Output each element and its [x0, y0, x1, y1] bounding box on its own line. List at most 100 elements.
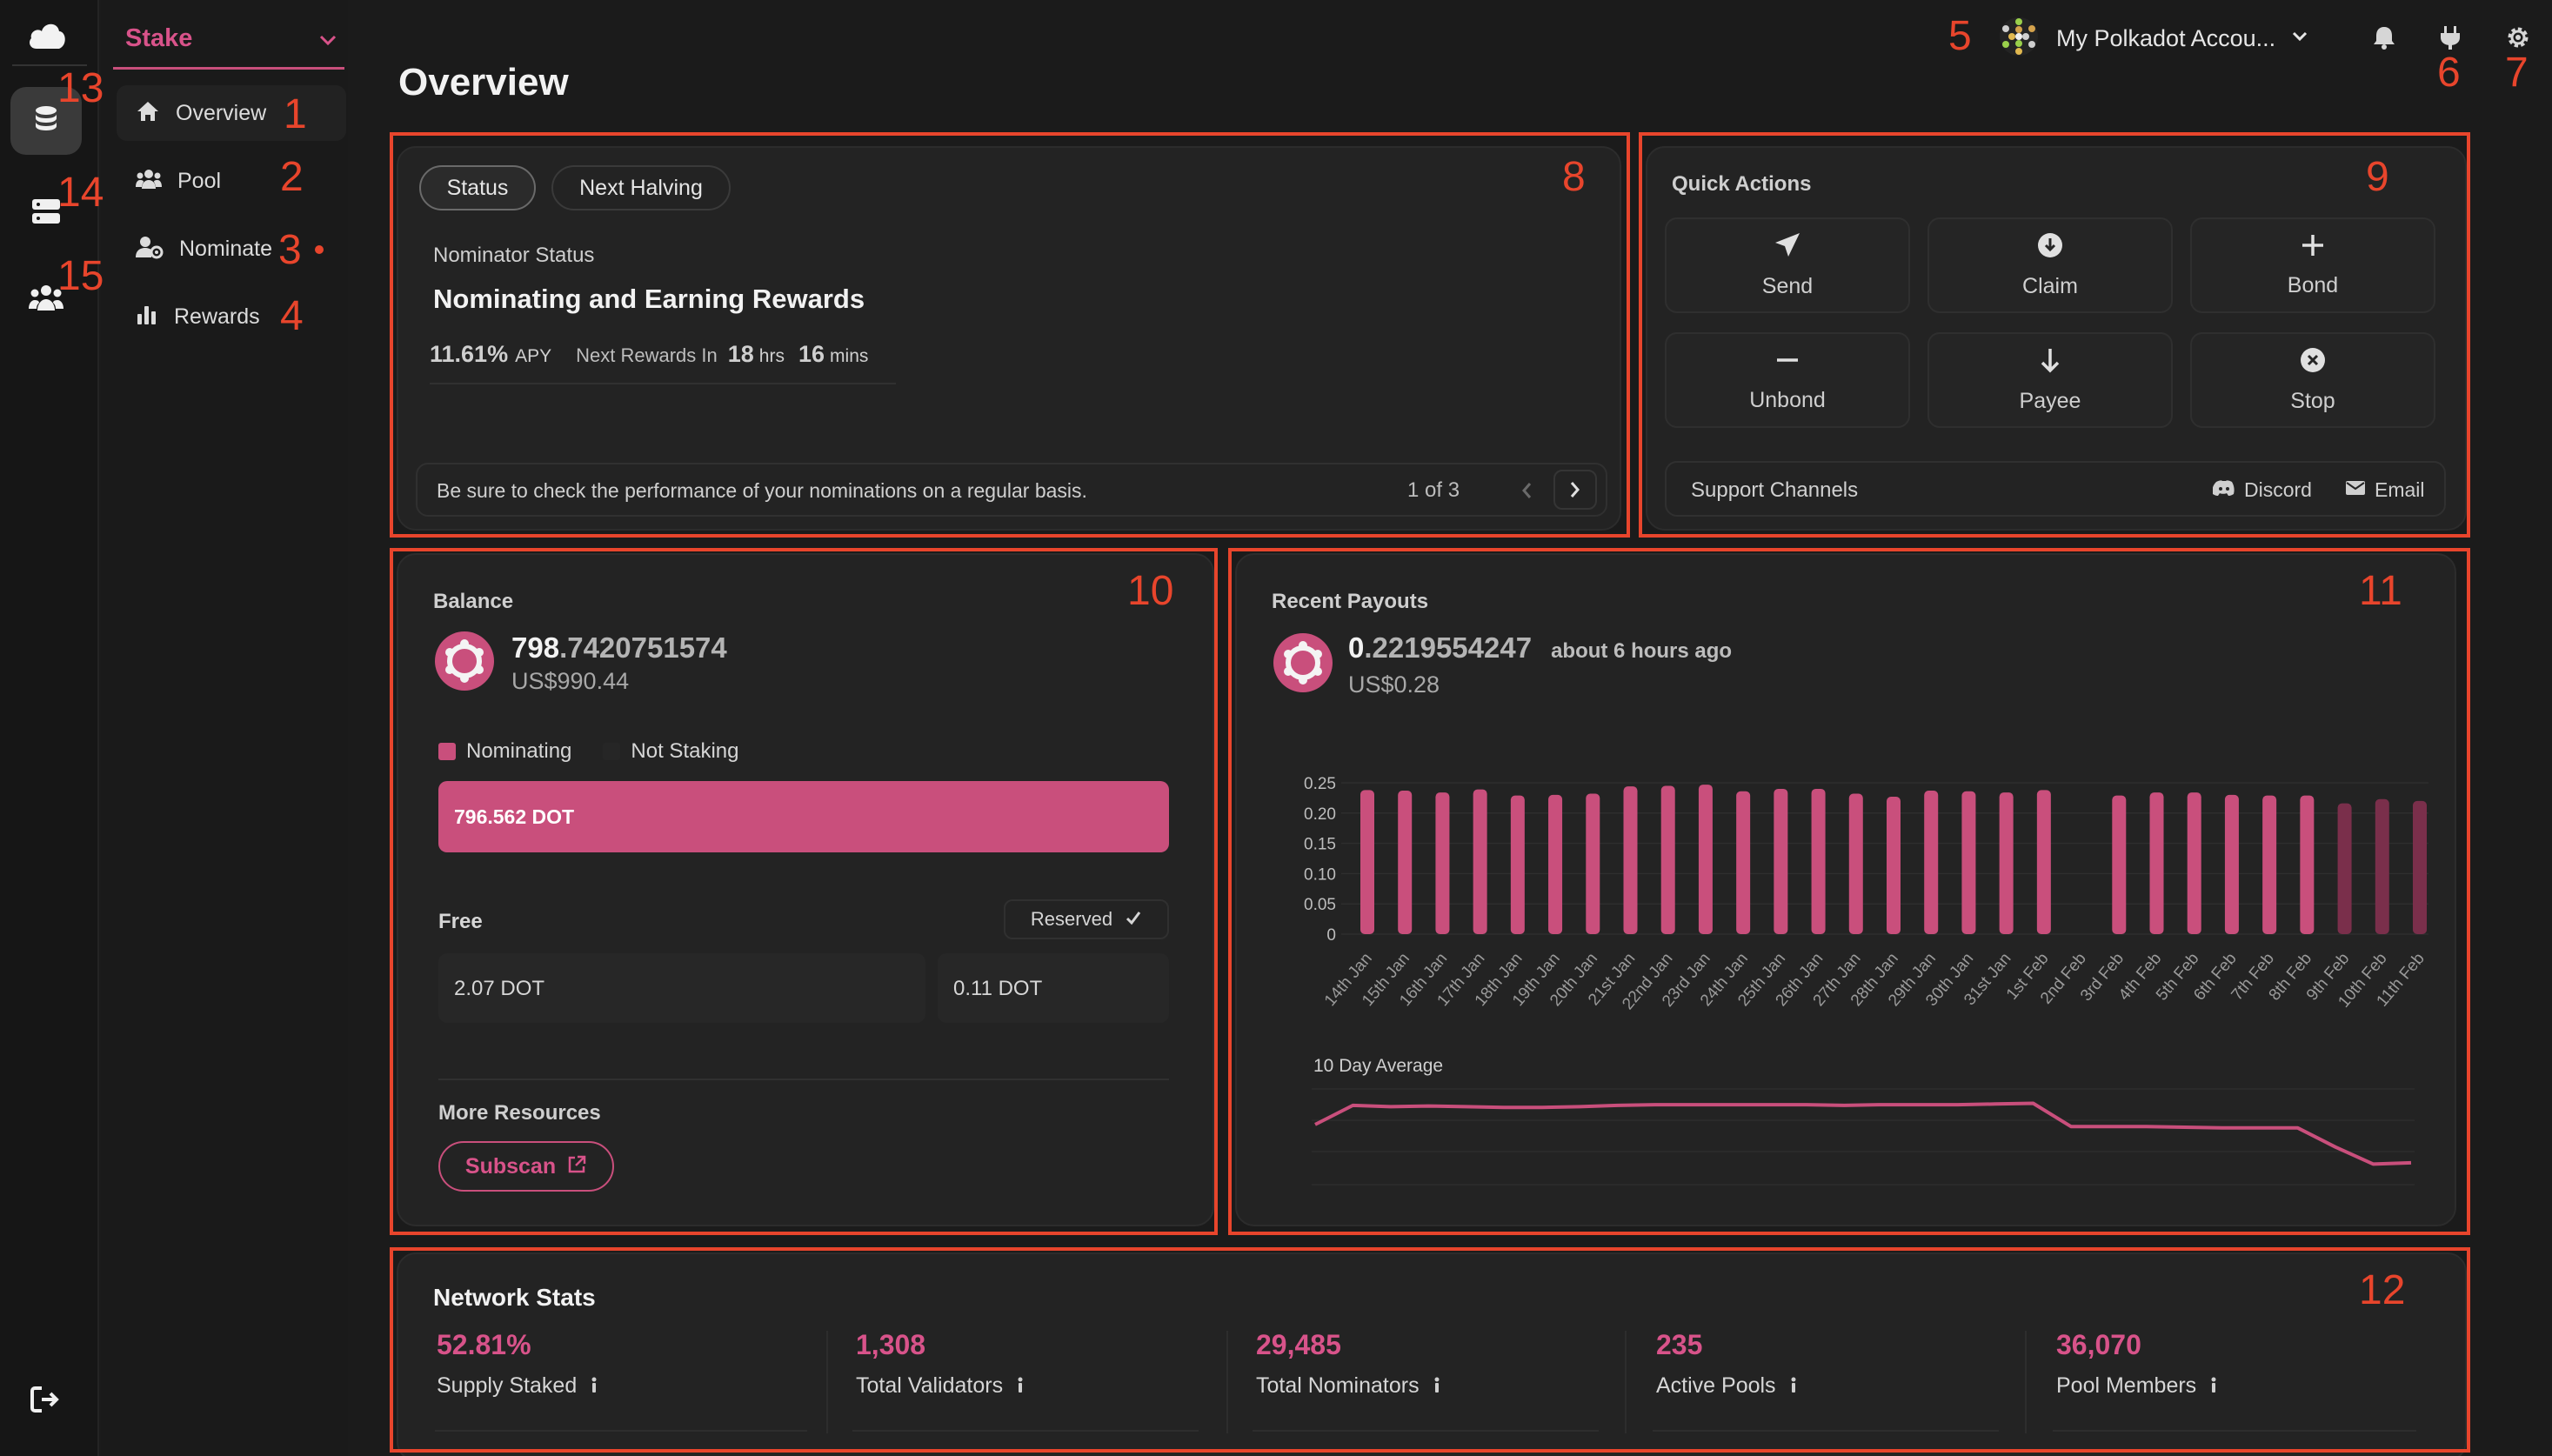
- annotation-15: 15: [57, 253, 104, 299]
- people-group-icon: [28, 283, 64, 318]
- sidebar-item-overview[interactable]: Overview: [117, 85, 346, 141]
- support-channels-bar: Support Channels Discord Email: [1665, 461, 2446, 517]
- bell-icon[interactable]: [2369, 23, 2399, 52]
- section-label: Stake: [125, 24, 193, 52]
- email-label: Email: [2375, 478, 2425, 501]
- account-selector[interactable]: My Polkadot Accou...: [1999, 16, 2308, 61]
- info-icon[interactable]: [1433, 1373, 1440, 1399]
- tip-bar: Be sure to check the performance of your…: [416, 463, 1607, 517]
- stat-label: Pool Members: [2056, 1373, 2197, 1398]
- sidebar-item-rewards[interactable]: Rewards: [117, 289, 346, 344]
- bond-label: Bond: [2287, 273, 2339, 297]
- check-icon: [1125, 910, 1142, 930]
- info-icon[interactable]: [2210, 1373, 2217, 1399]
- rail-community-button[interactable]: [10, 266, 82, 334]
- info-icon[interactable]: [1017, 1373, 1024, 1399]
- polkadot-logo-icon: [435, 631, 494, 695]
- notification-dot: [315, 245, 324, 254]
- cloud-logo-icon: [26, 19, 68, 55]
- payout-bar: [1510, 795, 1525, 934]
- apy-unit: APY: [515, 346, 552, 366]
- network-stats-title: Network Stats: [433, 1284, 596, 1311]
- payout-bar: [1698, 785, 1713, 934]
- free-value-box: 2.07 DOT: [438, 953, 925, 1023]
- discord-icon: [2212, 479, 2235, 501]
- payout-bar: [2337, 803, 2352, 934]
- stat-value: 36,070: [2056, 1329, 2141, 1360]
- sidebar-item-nominate[interactable]: Nominate: [117, 221, 346, 277]
- sidebar-item-pool[interactable]: Pool: [117, 153, 346, 209]
- payout-bar: [2149, 792, 2164, 934]
- tab-next-halving[interactable]: Next Halving: [551, 165, 731, 210]
- ten-day-average-line-chart: [1312, 1088, 2415, 1186]
- tab-status[interactable]: Status: [419, 165, 536, 210]
- subscan-button[interactable]: Subscan: [438, 1141, 614, 1192]
- y-tick-label: 0.10: [1304, 865, 1336, 884]
- payout-amount-row: 0.2219554247 about 6 hours ago: [1348, 631, 1732, 665]
- reserved-value: 0.11 DOT: [953, 977, 1043, 1000]
- y-tick-label: 0.20: [1304, 805, 1336, 824]
- payee-button[interactable]: Payee: [1927, 332, 2173, 428]
- email-link[interactable]: Email: [2345, 478, 2425, 502]
- payout-fiat: US$0.28: [1348, 671, 1440, 698]
- next-rewards-label: Next Rewards In: [576, 344, 718, 366]
- stat-separator: [1625, 1331, 1627, 1433]
- chevron-right-icon[interactable]: [1553, 470, 1597, 510]
- annotation-box-10: [390, 548, 1218, 1235]
- claim-button[interactable]: Claim: [1927, 217, 2173, 313]
- reserved-label: Reserved: [1030, 908, 1113, 930]
- chevron-left-icon[interactable]: [1506, 471, 1547, 510]
- annotation-box-9: [1639, 132, 2470, 538]
- balance-fiat: US$990.44: [511, 668, 630, 694]
- envelope-icon: [2345, 480, 2366, 500]
- stop-button[interactable]: Stop: [2190, 332, 2435, 428]
- stat-label-row: Active Pools: [1656, 1373, 1797, 1399]
- minus-icon: [1774, 347, 1800, 377]
- payout-when: about 6 hours ago: [1551, 639, 1733, 663]
- gear-icon[interactable]: [2503, 23, 2533, 52]
- network-stats-card: Network Stats: [397, 1252, 2467, 1456]
- annotation-10: 10: [1127, 568, 1174, 614]
- payout-bar: [1736, 791, 1751, 934]
- discord-link[interactable]: Discord: [2212, 478, 2312, 502]
- stat-label-row: Pool Members: [2056, 1373, 2217, 1399]
- side-navigation: Stake Overview Pool Nominate Rewards: [101, 0, 348, 1456]
- payout-bar: [1473, 789, 1487, 934]
- unbond-button[interactable]: Unbond: [1665, 332, 1910, 428]
- payout-bar: [2036, 790, 2051, 934]
- stat-underline: [1653, 1430, 1999, 1432]
- stat-value: 52.81%: [437, 1329, 531, 1360]
- info-icon[interactable]: [591, 1373, 598, 1399]
- send-button[interactable]: Send: [1665, 217, 1910, 313]
- stat-underline: [1253, 1430, 1599, 1432]
- quick-actions-title: Quick Actions: [1672, 172, 1812, 196]
- users-icon: [136, 168, 162, 195]
- info-icon[interactable]: [1790, 1373, 1797, 1399]
- arrow-down-icon: [2038, 346, 2062, 378]
- nominator-status-label: Nominator Status: [433, 244, 595, 267]
- annotation-2: 2: [280, 154, 304, 200]
- y-tick-label: 0.25: [1304, 775, 1336, 793]
- logout-icon[interactable]: [30, 1385, 61, 1419]
- support-channels-label: Support Channels: [1691, 478, 1859, 502]
- stat-underline: [2053, 1430, 2416, 1432]
- divider: [438, 1079, 1169, 1080]
- payout-bar: [2413, 800, 2427, 934]
- payout-bar: [2112, 795, 2127, 934]
- annotation-8: 8: [1562, 154, 1586, 200]
- stat-separator: [2025, 1331, 2027, 1433]
- section-dropdown[interactable]: Stake: [113, 16, 344, 70]
- stat-underline: [435, 1430, 807, 1432]
- rail-validators-button[interactable]: [10, 179, 82, 247]
- bond-button[interactable]: Bond: [2190, 217, 2435, 313]
- account-name: My Polkadot Accou...: [2056, 24, 2276, 51]
- stat-value: 29,485: [1256, 1329, 1341, 1360]
- legend-not-staking-swatch: [603, 743, 621, 760]
- payout-bar: [2224, 794, 2239, 934]
- reserved-toggle[interactable]: Reserved: [1004, 899, 1169, 939]
- plug-icon[interactable]: [2435, 23, 2465, 52]
- rail-stake-button[interactable]: [10, 87, 82, 155]
- stat-label: Active Pools: [1656, 1373, 1776, 1398]
- tip-pager: 1 of 3: [1407, 478, 1460, 502]
- payout-bar: [2262, 795, 2277, 934]
